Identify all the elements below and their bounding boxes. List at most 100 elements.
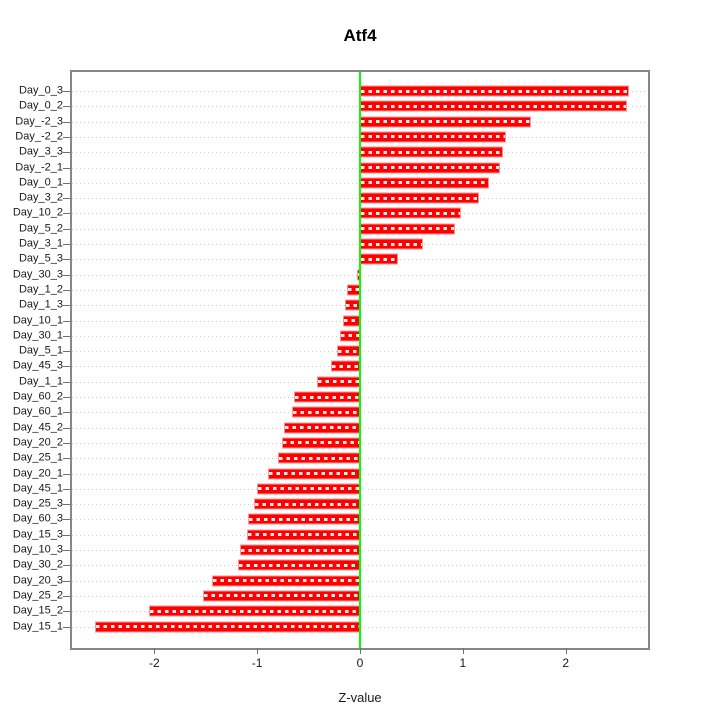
bar-hatch	[255, 502, 359, 506]
bar-hatch	[317, 380, 359, 384]
y-tick	[63, 381, 70, 383]
y-tick	[63, 458, 70, 460]
bar-hatch	[361, 166, 499, 169]
bar-hatch	[361, 89, 629, 93]
bar	[360, 85, 630, 97]
y-tick	[63, 488, 70, 490]
y-category-label: Day_0_1	[18, 176, 63, 189]
y-tick	[63, 198, 70, 200]
y-category-label: Day_15_3	[12, 528, 63, 541]
bar-hatch	[361, 227, 454, 231]
y-tick	[63, 152, 70, 154]
y-tick	[63, 351, 70, 353]
y-tick	[63, 550, 70, 551]
y-tick	[63, 397, 70, 398]
x-tick	[360, 648, 361, 654]
y-category-label: Day_5_2	[18, 222, 63, 235]
bar-hatch	[284, 426, 359, 430]
bar	[360, 238, 423, 250]
y-category-label: Day_5_1	[18, 344, 63, 357]
y-category-label: Day_30_3	[12, 268, 63, 281]
x-tick	[257, 648, 259, 654]
y-category-label: Day_5_3	[18, 252, 63, 265]
bar	[340, 330, 360, 342]
y-tick	[63, 121, 70, 123]
bar	[239, 544, 360, 556]
y-category-label: Day_20_2	[12, 436, 63, 449]
bar-hatch	[212, 579, 359, 583]
bar-hatch	[341, 334, 359, 338]
bar	[211, 575, 360, 587]
bar	[360, 100, 628, 112]
x-tick	[565, 648, 567, 654]
bar	[360, 162, 500, 173]
y-category-label: Day_0_3	[18, 84, 63, 97]
y-tick	[63, 305, 70, 307]
bar-hatch	[345, 303, 359, 307]
bar	[246, 529, 360, 541]
bar-hatch	[150, 609, 359, 613]
y-category-label: Day_45_3	[12, 359, 63, 372]
y-tick	[63, 244, 70, 245]
y-category-label: Day_30_1	[12, 329, 63, 342]
y-category-label: Day_25_3	[12, 497, 63, 510]
bar	[331, 360, 360, 372]
y-category-label: Day_15_2	[12, 604, 63, 617]
bar	[237, 559, 360, 571]
y-tick	[63, 519, 70, 521]
y-category-label: Day_25_1	[12, 451, 63, 464]
bar	[294, 391, 360, 403]
y-tick	[63, 626, 70, 628]
y-category-label: Day_45_2	[12, 421, 63, 434]
y-category-label: Day_45_1	[12, 482, 63, 495]
bar-hatch	[295, 395, 359, 399]
plot-area: Day_0_3 Day_0_2 Day_-2_3 Day_-2_2 Day_3_3 Day…	[13, 70, 650, 669]
bar-hatch	[357, 273, 359, 277]
bar-hatch	[332, 364, 359, 368]
x-tick-label: -1	[251, 656, 263, 670]
bar-hatch	[240, 548, 359, 552]
y-category-label: Day_3_1	[18, 237, 63, 250]
y-category-label: Day_-2_1	[15, 161, 63, 173]
y-tick	[63, 106, 70, 108]
bar	[344, 299, 360, 311]
y-category-label: Day_-2_3	[15, 115, 63, 128]
bar	[360, 192, 480, 204]
y-tick	[63, 213, 70, 215]
y-tick	[63, 611, 70, 613]
bar	[268, 468, 360, 479]
bar-hatch	[343, 319, 359, 322]
bar	[247, 513, 360, 525]
bar-hatch	[238, 563, 359, 567]
bar	[257, 483, 360, 495]
y-tick	[63, 580, 70, 582]
y-tick	[63, 595, 70, 597]
y-category-label: Day_20_1	[12, 467, 63, 479]
x-axis-title: Z-value	[338, 690, 382, 705]
bar	[360, 146, 503, 158]
y-tick	[63, 289, 70, 291]
bar	[346, 284, 360, 296]
y-category-label: Day_3_2	[18, 191, 63, 204]
bar-hatch	[282, 441, 359, 445]
y-category-label: Day_15_1	[12, 620, 63, 632]
y-category-label: Day_20_3	[12, 574, 63, 587]
y-category-label: Day_60_2	[12, 390, 63, 403]
bar-hatch	[247, 533, 359, 537]
y-tick	[63, 274, 70, 276]
y-category-label: Day_30_2	[12, 558, 63, 571]
bar	[202, 590, 360, 602]
bar	[360, 223, 455, 235]
y-category-label: Day_1_3	[18, 298, 63, 311]
bar-hatch	[203, 594, 359, 598]
bar	[149, 605, 360, 617]
y-category-label: Day_3_3	[18, 145, 63, 158]
y-category-label: Day_10_1	[12, 314, 63, 326]
bar	[316, 376, 360, 388]
y-tick	[63, 91, 70, 92]
bar	[342, 315, 360, 326]
y-tick	[63, 259, 70, 261]
y-category-label: Day_60_3	[12, 512, 63, 525]
y-tick	[63, 427, 70, 429]
